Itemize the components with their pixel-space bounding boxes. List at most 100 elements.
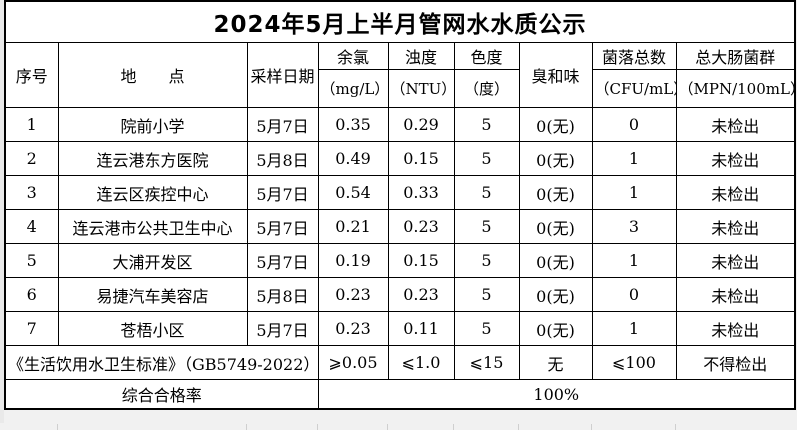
cell-odor: 0(无): [518, 107, 593, 142]
limit-colony: ⩽100: [591, 345, 677, 380]
cell-chlorine: 0.23: [317, 277, 389, 312]
cell-no: 4: [4, 209, 59, 244]
cell-no: 3: [4, 175, 59, 210]
col-header-coliform: 总大肠菌群: [675, 42, 796, 70]
unit-colony: （CFU/mL）: [591, 69, 677, 108]
table-row: 2 连云港东方医院 5月8日 0.49 0.15 5 0(无) 1 未检出: [4, 141, 796, 176]
cell-coliform: 未检出: [675, 141, 796, 176]
cell-color: 5: [453, 107, 520, 142]
cell-colony: 1: [591, 311, 677, 346]
cell-turbidity: 0.11: [387, 311, 455, 346]
col-header-color: 色度: [453, 42, 520, 70]
col-header-location: 地 点: [57, 42, 248, 108]
table-row: 7 苍梧小区 5月7日 0.23 0.11 5 0(无) 1 未检出: [4, 311, 796, 346]
unit-chlorine: （mg/L）: [317, 69, 389, 108]
page-title: 2024年5月上半月管网水水质公示: [4, 0, 796, 43]
cell-odor: 0(无): [518, 209, 593, 244]
gridline-stub: [317, 424, 318, 430]
cell-turbidity: 0.29: [387, 107, 455, 142]
cell-chlorine: 0.49: [317, 141, 389, 176]
cell-turbidity: 0.15: [387, 243, 455, 278]
cell-colony: 0: [591, 277, 677, 312]
limit-turbidity: ⩽1.0: [387, 345, 455, 380]
cell-odor: 0(无): [518, 277, 593, 312]
cell-date: 5月8日: [246, 141, 319, 176]
cell-colony: 1: [591, 141, 677, 176]
title-row: 2024年5月上半月管网水水质公示: [4, 0, 796, 43]
cell-coliform: 未检出: [675, 107, 796, 142]
col-header-colony: 菌落总数: [591, 42, 677, 70]
limit-odor: 无: [518, 345, 593, 380]
limit-coliform: 不得检出: [675, 345, 796, 380]
cell-chlorine: 0.21: [317, 209, 389, 244]
cell-location: 苍梧小区: [57, 311, 248, 346]
cell-turbidity: 0.23: [387, 209, 455, 244]
cell-coliform: 未检出: [675, 175, 796, 210]
cell-odor: 0(无): [518, 311, 593, 346]
cell-turbidity: 0.33: [387, 175, 455, 210]
cell-colony: 0: [591, 107, 677, 142]
gridline-stub: [57, 424, 58, 430]
limit-chlorine: ⩾0.05: [317, 345, 389, 380]
pass-rate-row: 综合合格率 100%: [4, 379, 796, 410]
unit-coliform: （MPN/100mL）: [675, 69, 796, 108]
cell-color: 5: [453, 209, 520, 244]
sheet-left-margin: [0, 0, 4, 430]
gridline-stub: [387, 424, 388, 430]
gridline-stub: [453, 424, 454, 430]
cell-colony: 1: [591, 175, 677, 210]
pass-rate-value: 100%: [317, 379, 796, 410]
cell-chlorine: 0.19: [317, 243, 389, 278]
limit-color: ⩽15: [453, 345, 520, 380]
cell-color: 5: [453, 175, 520, 210]
cell-turbidity: 0.15: [387, 141, 455, 176]
cell-coliform: 未检出: [675, 277, 796, 312]
cell-location: 易捷汽车美容店: [57, 277, 248, 312]
cell-date: 5月7日: [246, 243, 319, 278]
cell-chlorine: 0.54: [317, 175, 389, 210]
cell-date: 5月7日: [246, 107, 319, 142]
standard-limit-label: 《生活饮用水卫生标准》（GB5749-2022）限值: [4, 345, 319, 380]
col-header-odor: 臭和味: [518, 42, 593, 108]
cell-color: 5: [453, 311, 520, 346]
cell-date: 5月7日: [246, 311, 319, 346]
gridline-stub: [518, 424, 519, 430]
gridline-stub: [591, 424, 592, 430]
table-row: 3 连云区疾控中心 5月7日 0.54 0.33 5 0(无) 1 未检出: [4, 175, 796, 210]
header-row-units: （mg/L） （NTU） （度） （CFU/mL） （MPN/100mL）: [5, 69, 796, 108]
cell-location: 连云区疾控中心: [57, 175, 248, 210]
cell-no: 1: [4, 107, 59, 142]
table-row: 1 院前小学 5月7日 0.35 0.29 5 0(无) 0 未检出: [4, 107, 796, 142]
cell-odor: 0(无): [518, 141, 593, 176]
pass-rate-label: 综合合格率: [4, 379, 319, 410]
header-row-names: 序号 地 点 采样日期 余氯 浊度 色度 臭和味 菌落总数 总大肠菌群: [4, 42, 796, 108]
cell-turbidity: 0.23: [387, 277, 455, 312]
cell-location: 大浦开发区: [57, 243, 248, 278]
water-quality-table: 2024年5月上半月管网水水质公示 序号 地 点 采样日期 余氯 浊度 色度 臭…: [4, 0, 797, 410]
table-row: 5 大浦开发区 5月7日 0.19 0.15 5 0(无) 1 未检出: [4, 243, 796, 278]
sheet-bottom-margin: [0, 423, 797, 430]
table-row: 4 连云港市公共卫生中心 5月7日 0.21 0.23 5 0(无) 3 未检出: [4, 209, 796, 244]
cell-date: 5月7日: [246, 209, 319, 244]
col-header-no: 序号: [4, 42, 59, 108]
cell-coliform: 未检出: [675, 243, 796, 278]
table-container: 2024年5月上半月管网水水质公示 序号 地 点 采样日期 余氯 浊度 色度 臭…: [4, 0, 797, 410]
col-header-date: 采样日期: [246, 42, 319, 108]
unit-turbidity: （NTU）: [387, 69, 455, 108]
cell-date: 5月8日: [246, 277, 319, 312]
cell-colony: 1: [591, 243, 677, 278]
col-header-turbidity: 浊度: [387, 42, 455, 70]
cell-odor: 0(无): [518, 175, 593, 210]
cell-date: 5月7日: [246, 175, 319, 210]
cell-color: 5: [453, 141, 520, 176]
cell-chlorine: 0.23: [317, 311, 389, 346]
standard-limit-row: 《生活饮用水卫生标准》（GB5749-2022）限值 ⩾0.05 ⩽1.0 ⩽1…: [4, 345, 796, 380]
cell-odor: 0(无): [518, 243, 593, 278]
gridline-stub: [246, 424, 247, 430]
table-row: 6 易捷汽车美容店 5月8日 0.23 0.23 5 0(无) 0 未检出: [4, 277, 796, 312]
cell-color: 5: [453, 277, 520, 312]
cell-coliform: 未检出: [675, 209, 796, 244]
cell-colony: 3: [591, 209, 677, 244]
col-header-chlorine: 余氯: [317, 42, 389, 70]
